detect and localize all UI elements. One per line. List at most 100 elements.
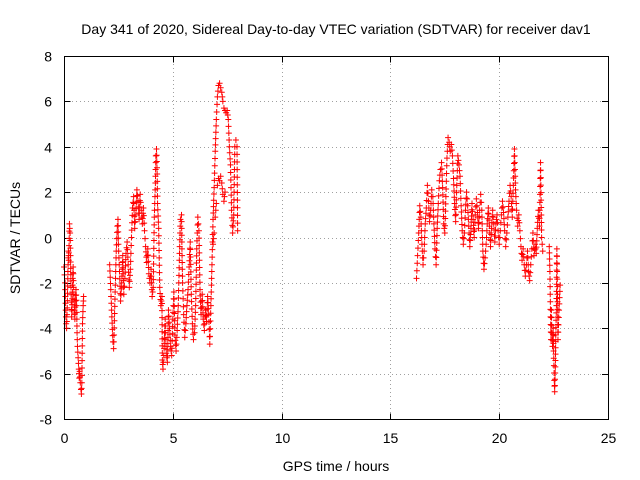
data-point (150, 260, 157, 267)
data-point (178, 232, 185, 239)
data-point (504, 222, 511, 229)
data-point (201, 327, 208, 334)
data-point (126, 284, 133, 291)
data-point (178, 225, 185, 232)
data-point (153, 164, 160, 171)
data-point (107, 274, 114, 281)
data-point (536, 207, 543, 214)
data-point (171, 296, 178, 303)
data-point (229, 229, 236, 236)
data-point (426, 218, 433, 225)
data-point (452, 211, 459, 218)
data-point (491, 239, 498, 246)
data-point (187, 246, 194, 253)
data-point (79, 320, 86, 327)
data-point (556, 300, 563, 307)
data-point (111, 310, 118, 317)
data-point (187, 261, 194, 268)
data-point (538, 234, 545, 241)
data-point (159, 307, 166, 314)
data-point (500, 203, 507, 210)
data-point (539, 241, 546, 248)
x-tick-label: 5 (170, 430, 178, 446)
y-tick-label: -2 (40, 276, 53, 292)
data-point (548, 314, 555, 321)
data-point (500, 215, 507, 222)
data-point (79, 328, 86, 335)
data-point (127, 266, 134, 273)
data-point (149, 293, 156, 300)
data-point (179, 273, 186, 280)
data-point (111, 296, 118, 303)
data-point (197, 286, 203, 293)
data-point (547, 291, 554, 298)
data-point (150, 268, 157, 275)
data-point (152, 159, 159, 166)
data-point (193, 252, 200, 259)
data-point (546, 262, 553, 269)
data-point (158, 293, 165, 300)
data-point (219, 185, 226, 192)
data-point (148, 279, 155, 286)
data-point (68, 313, 75, 320)
data-point (111, 317, 118, 324)
data-point (549, 343, 556, 350)
data-point (200, 321, 207, 328)
data-point (211, 184, 218, 191)
data-point (111, 324, 118, 331)
data-point (183, 302, 190, 309)
data-point (116, 261, 123, 268)
data-point (503, 229, 510, 236)
data-point (516, 227, 523, 234)
data-point (79, 350, 86, 357)
data-point (538, 204, 545, 211)
data-point (221, 193, 228, 200)
data-point (128, 242, 135, 249)
data-point (537, 189, 544, 196)
data-point (130, 200, 137, 207)
data-point (151, 193, 158, 200)
data-point (483, 241, 490, 248)
data-point (457, 180, 464, 187)
data-point (510, 190, 517, 197)
data-point (443, 178, 450, 185)
data-point (499, 198, 506, 205)
data-point (155, 225, 162, 232)
data-point (224, 111, 231, 118)
data-point (156, 269, 163, 276)
data-point (141, 220, 148, 227)
data-point (470, 222, 477, 229)
data-point (211, 170, 218, 177)
data-point (154, 185, 161, 192)
data-point (554, 260, 561, 267)
data-point (74, 343, 81, 350)
data-point (72, 298, 79, 305)
data-point (453, 196, 460, 203)
data-point (476, 213, 483, 220)
data-point (111, 303, 118, 310)
data-point (512, 180, 519, 187)
data-point (79, 308, 86, 315)
data-point (208, 261, 215, 268)
data-point (548, 307, 555, 314)
data-point (189, 313, 196, 320)
data-point (207, 333, 214, 340)
data-point (76, 368, 83, 375)
data-point (527, 269, 534, 276)
data-point (156, 247, 163, 254)
data-point (127, 250, 134, 257)
data-point (214, 101, 221, 108)
data-point (510, 160, 517, 167)
data-point (537, 174, 544, 181)
data-point (435, 200, 442, 207)
data-point (552, 357, 559, 364)
data-point (117, 290, 124, 297)
data-point (209, 246, 216, 253)
data-point (555, 314, 562, 321)
data-point (234, 181, 241, 188)
data-point (553, 309, 560, 316)
grid-lines (64, 56, 608, 419)
data-point (551, 388, 558, 395)
data-point (450, 181, 457, 188)
data-point (217, 84, 224, 91)
